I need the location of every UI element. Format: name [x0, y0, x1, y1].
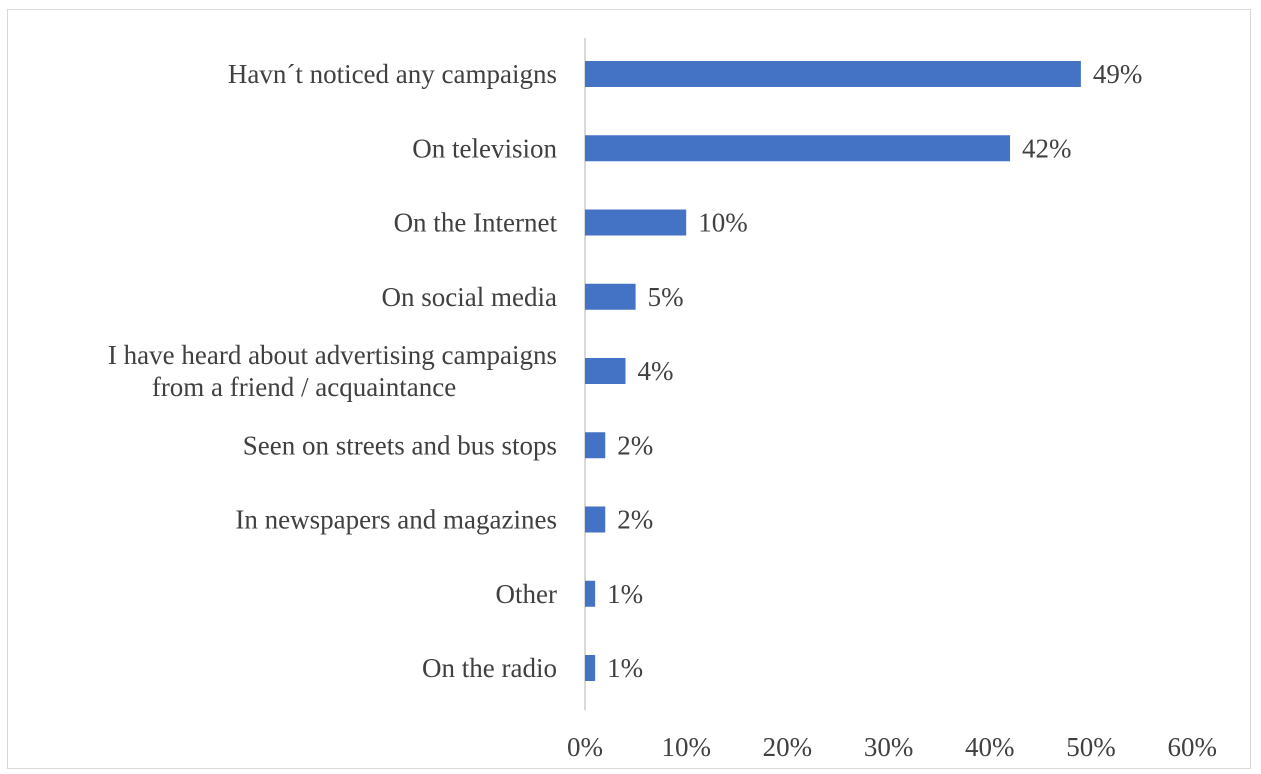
bar-6 [585, 506, 606, 533]
value-label-0: 49% [1093, 59, 1143, 89]
category-label-4-line-0: I have heard about advertising campaigns [108, 340, 557, 370]
value-label-6: 2% [617, 505, 653, 535]
category-label-0: Havn´t noticed any campaigns [228, 59, 557, 89]
value-label-2: 10% [698, 208, 748, 238]
bar-4 [585, 358, 626, 384]
bar-2 [585, 209, 687, 236]
bar-0 [585, 61, 1081, 87]
category-label-4-line-1: from a friend / acquaintance [152, 372, 456, 402]
x-tick-label-0: 0% [567, 732, 603, 762]
x-tick-label-4: 40% [965, 732, 1015, 762]
value-label-1: 42% [1022, 133, 1072, 163]
category-label-6: In newspapers and magazines [235, 505, 557, 535]
x-tick-label-2: 20% [763, 732, 813, 762]
category-label-3: On social media [382, 282, 557, 312]
value-label-5: 2% [617, 430, 653, 460]
bar-1 [585, 135, 1011, 162]
x-tick-label-6: 60% [1167, 732, 1217, 762]
bar-5 [585, 432, 606, 459]
x-tick-label-1: 10% [661, 732, 711, 762]
bars-group [585, 61, 1081, 681]
value-label-7: 1% [607, 579, 643, 609]
category-label-2: On the Internet [394, 208, 558, 238]
x-tick-label-3: 30% [864, 732, 914, 762]
bar-8 [585, 655, 596, 681]
bar-3 [585, 283, 636, 310]
category-labels-group: Havn´t noticed any campaigns On televisio… [108, 59, 558, 683]
value-label-3: 5% [648, 282, 684, 312]
category-label-1: On television [412, 133, 557, 163]
x-tick-label-5: 50% [1066, 732, 1116, 762]
value-label-4: 4% [637, 356, 673, 386]
bar-7 [585, 580, 596, 607]
category-label-8: On the radio [422, 653, 557, 683]
category-label-5: Seen on streets and bus stops [243, 430, 557, 460]
value-label-8: 1% [607, 653, 643, 683]
x-tick-labels-group: 0% 10% 20% 30% 40% 50% 60% [567, 732, 1217, 762]
value-labels-group: 49% 42% 10% 5% 4% 2% 2% 1% 1% [607, 59, 1142, 683]
category-label-7: Other [496, 579, 557, 609]
